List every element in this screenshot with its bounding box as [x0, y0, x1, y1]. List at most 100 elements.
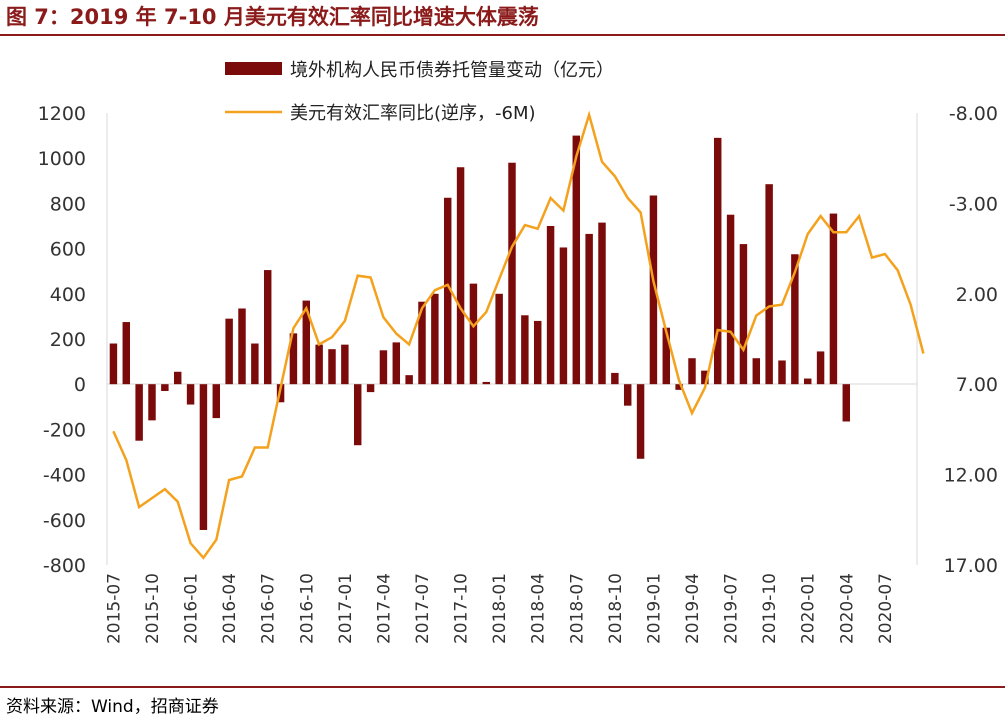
legend-bar-swatch	[225, 62, 282, 75]
x-tick-label: 2020-07	[876, 573, 896, 644]
bar	[109, 343, 118, 385]
x-tick-label: 2019-04	[683, 573, 703, 644]
left-tick-label: 600	[50, 239, 86, 261]
bar	[739, 244, 748, 385]
bar	[791, 254, 799, 385]
bar	[495, 293, 503, 385]
title-rule	[0, 34, 1005, 36]
bar	[585, 233, 593, 385]
bar	[443, 197, 452, 385]
x-tick-label: 2018-10	[606, 573, 626, 644]
legend-line-label: 美元有效汇率同比(逆序，-6M)	[290, 103, 536, 124]
bar	[752, 358, 761, 385]
bar	[199, 384, 208, 530]
x-tick-label: 2015-07	[104, 573, 124, 644]
bar	[353, 384, 362, 446]
left-tick-label: 400	[50, 284, 86, 306]
x-tick-label: 2017-07	[413, 573, 433, 644]
right-tick-label: 12.00	[944, 465, 998, 487]
bar	[431, 293, 439, 385]
x-tick-label: 2018-01	[490, 573, 510, 644]
x-tick-label: 2016-07	[259, 573, 279, 644]
bar	[405, 375, 413, 385]
bar	[636, 384, 645, 459]
bar	[173, 371, 182, 385]
bar	[263, 270, 272, 385]
bar	[598, 222, 606, 385]
bar	[238, 308, 246, 385]
bar	[341, 344, 349, 385]
bar	[482, 381, 491, 385]
x-tick-label: 2016-04	[220, 573, 240, 644]
bar-series	[109, 135, 851, 530]
bar	[456, 167, 465, 385]
bar	[701, 370, 709, 385]
left-axis-ticks: 1200 1000 800 600 400 200 0 -200 -400 -600 -800	[38, 103, 86, 577]
bar	[379, 350, 388, 385]
bar	[829, 213, 838, 385]
right-tick-label: -3.00	[949, 193, 998, 215]
bar	[649, 195, 658, 385]
x-tick-label: 2018-07	[567, 573, 587, 644]
bar	[726, 214, 735, 385]
bar	[392, 342, 401, 385]
bar	[765, 184, 773, 385]
left-tick-label: 1000	[38, 148, 86, 170]
bar	[366, 384, 375, 393]
x-tick-label: 2016-01	[182, 573, 202, 644]
bar	[803, 378, 812, 385]
line-series	[112, 110, 925, 560]
x-axis-ticks: 2015-07 2015-10 2016-01 2016-04 2016-07 2016-…	[104, 573, 895, 644]
bar	[816, 351, 825, 385]
bar	[713, 137, 722, 385]
right-axis-ticks: -8.00 -3.00 2.00 7.00 12.00 17.00	[944, 103, 998, 577]
legend: 境外机构人民币债券托管量变动（亿元） 美元有效汇率同比(逆序，-6M)	[225, 60, 614, 124]
legend-bar-label: 境外机构人民币债券托管量变动（亿元）	[290, 60, 614, 81]
left-tick-label: -800	[43, 555, 86, 577]
right-tick-label: 7.00	[956, 374, 998, 396]
left-tick-label: 0	[74, 374, 86, 396]
x-tick-label: 2017-10	[452, 573, 472, 644]
bar	[521, 315, 529, 385]
bar	[315, 344, 323, 385]
bar	[623, 384, 632, 406]
bar	[546, 226, 555, 385]
bar	[675, 384, 683, 390]
x-tick-label: 2019-01	[644, 573, 664, 644]
left-tick-label: 800	[50, 193, 86, 215]
bar	[186, 384, 195, 405]
right-tick-label: -8.00	[949, 103, 998, 125]
bar	[611, 372, 619, 385]
bar	[328, 349, 336, 385]
bar	[251, 343, 259, 385]
x-tick-label: 2017-01	[336, 573, 356, 644]
bar	[469, 283, 478, 385]
bar	[135, 384, 143, 441]
footer-rule	[0, 686, 1005, 688]
x-tick-label: 2019-07	[722, 573, 742, 644]
bar	[533, 320, 542, 385]
left-tick-label: -400	[43, 465, 86, 487]
bar	[508, 162, 516, 385]
bar	[225, 318, 233, 385]
x-tick-label: 2016-10	[297, 573, 317, 644]
left-tick-label: 1200	[38, 103, 86, 125]
left-tick-label: -600	[43, 510, 86, 532]
bar	[688, 358, 696, 385]
figure-title: 图 7：2019 年 7-10 月美元有效汇率同比增速大体震荡	[6, 5, 539, 29]
bar	[842, 384, 851, 422]
bar	[778, 360, 786, 385]
x-tick-label: 2019-10	[760, 573, 780, 644]
bar	[289, 333, 298, 385]
bar	[559, 247, 568, 385]
right-tick-label: 17.00	[944, 555, 998, 577]
x-tick-label: 2020-01	[799, 573, 819, 644]
bar	[148, 384, 156, 421]
bar	[302, 300, 311, 385]
x-tick-label: 2020-04	[837, 573, 857, 644]
x-tick-label: 2015-10	[143, 573, 163, 644]
left-tick-label: 200	[50, 329, 86, 351]
bar	[572, 135, 581, 385]
right-tick-label: 2.00	[956, 284, 998, 306]
